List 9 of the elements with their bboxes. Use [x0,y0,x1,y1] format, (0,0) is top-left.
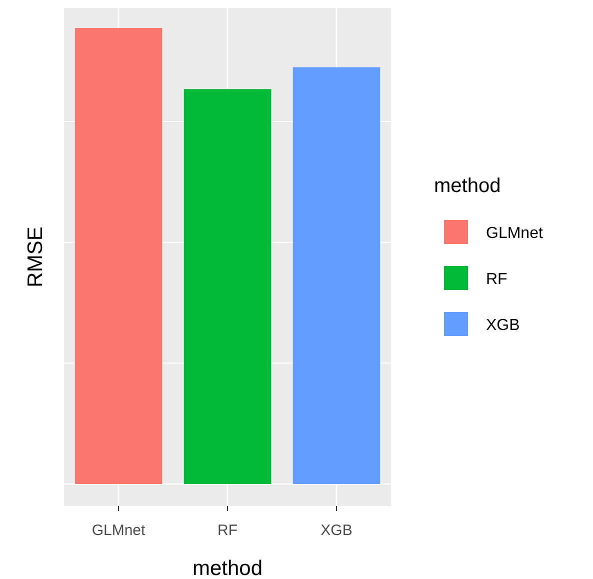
x-tick-label: XGB [320,522,352,539]
x-tick-label: RF [218,522,238,539]
legend-title: method [434,175,501,197]
legend-label: GLMnet [486,225,544,242]
legend-label: RF [486,271,508,288]
y-axis-title: RMSE [24,226,47,288]
legend-label: XGB [486,317,520,334]
x-tick-label: GLMnet [92,522,146,539]
x-axis-title: method [192,557,263,579]
